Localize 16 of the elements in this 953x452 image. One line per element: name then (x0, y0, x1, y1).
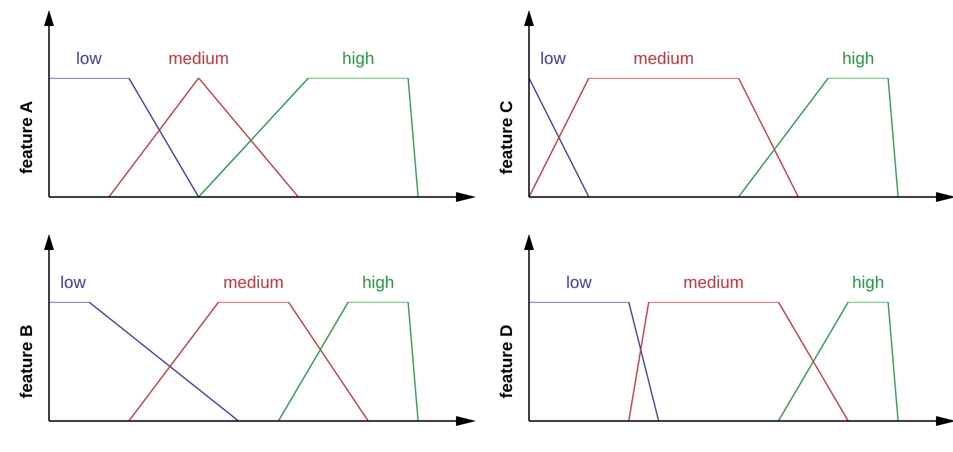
series-label: medium (633, 49, 694, 68)
y-axis-title: feature B (17, 324, 36, 398)
y-axis-title: feature A (17, 100, 36, 174)
y-axis-title: feature C (497, 100, 516, 174)
y-axis-title: feature D (497, 324, 516, 398)
series-label: medium (168, 49, 229, 68)
series-label: medium (683, 273, 744, 292)
series-label: high (362, 273, 394, 292)
series-label: low (76, 49, 102, 68)
series-label: high (842, 49, 874, 68)
series-label: medium (223, 273, 284, 292)
series-label: low (540, 49, 566, 68)
series-label: high (342, 49, 374, 68)
series-label: low (60, 273, 86, 292)
series-label: low (566, 273, 592, 292)
series-label: high (852, 273, 884, 292)
